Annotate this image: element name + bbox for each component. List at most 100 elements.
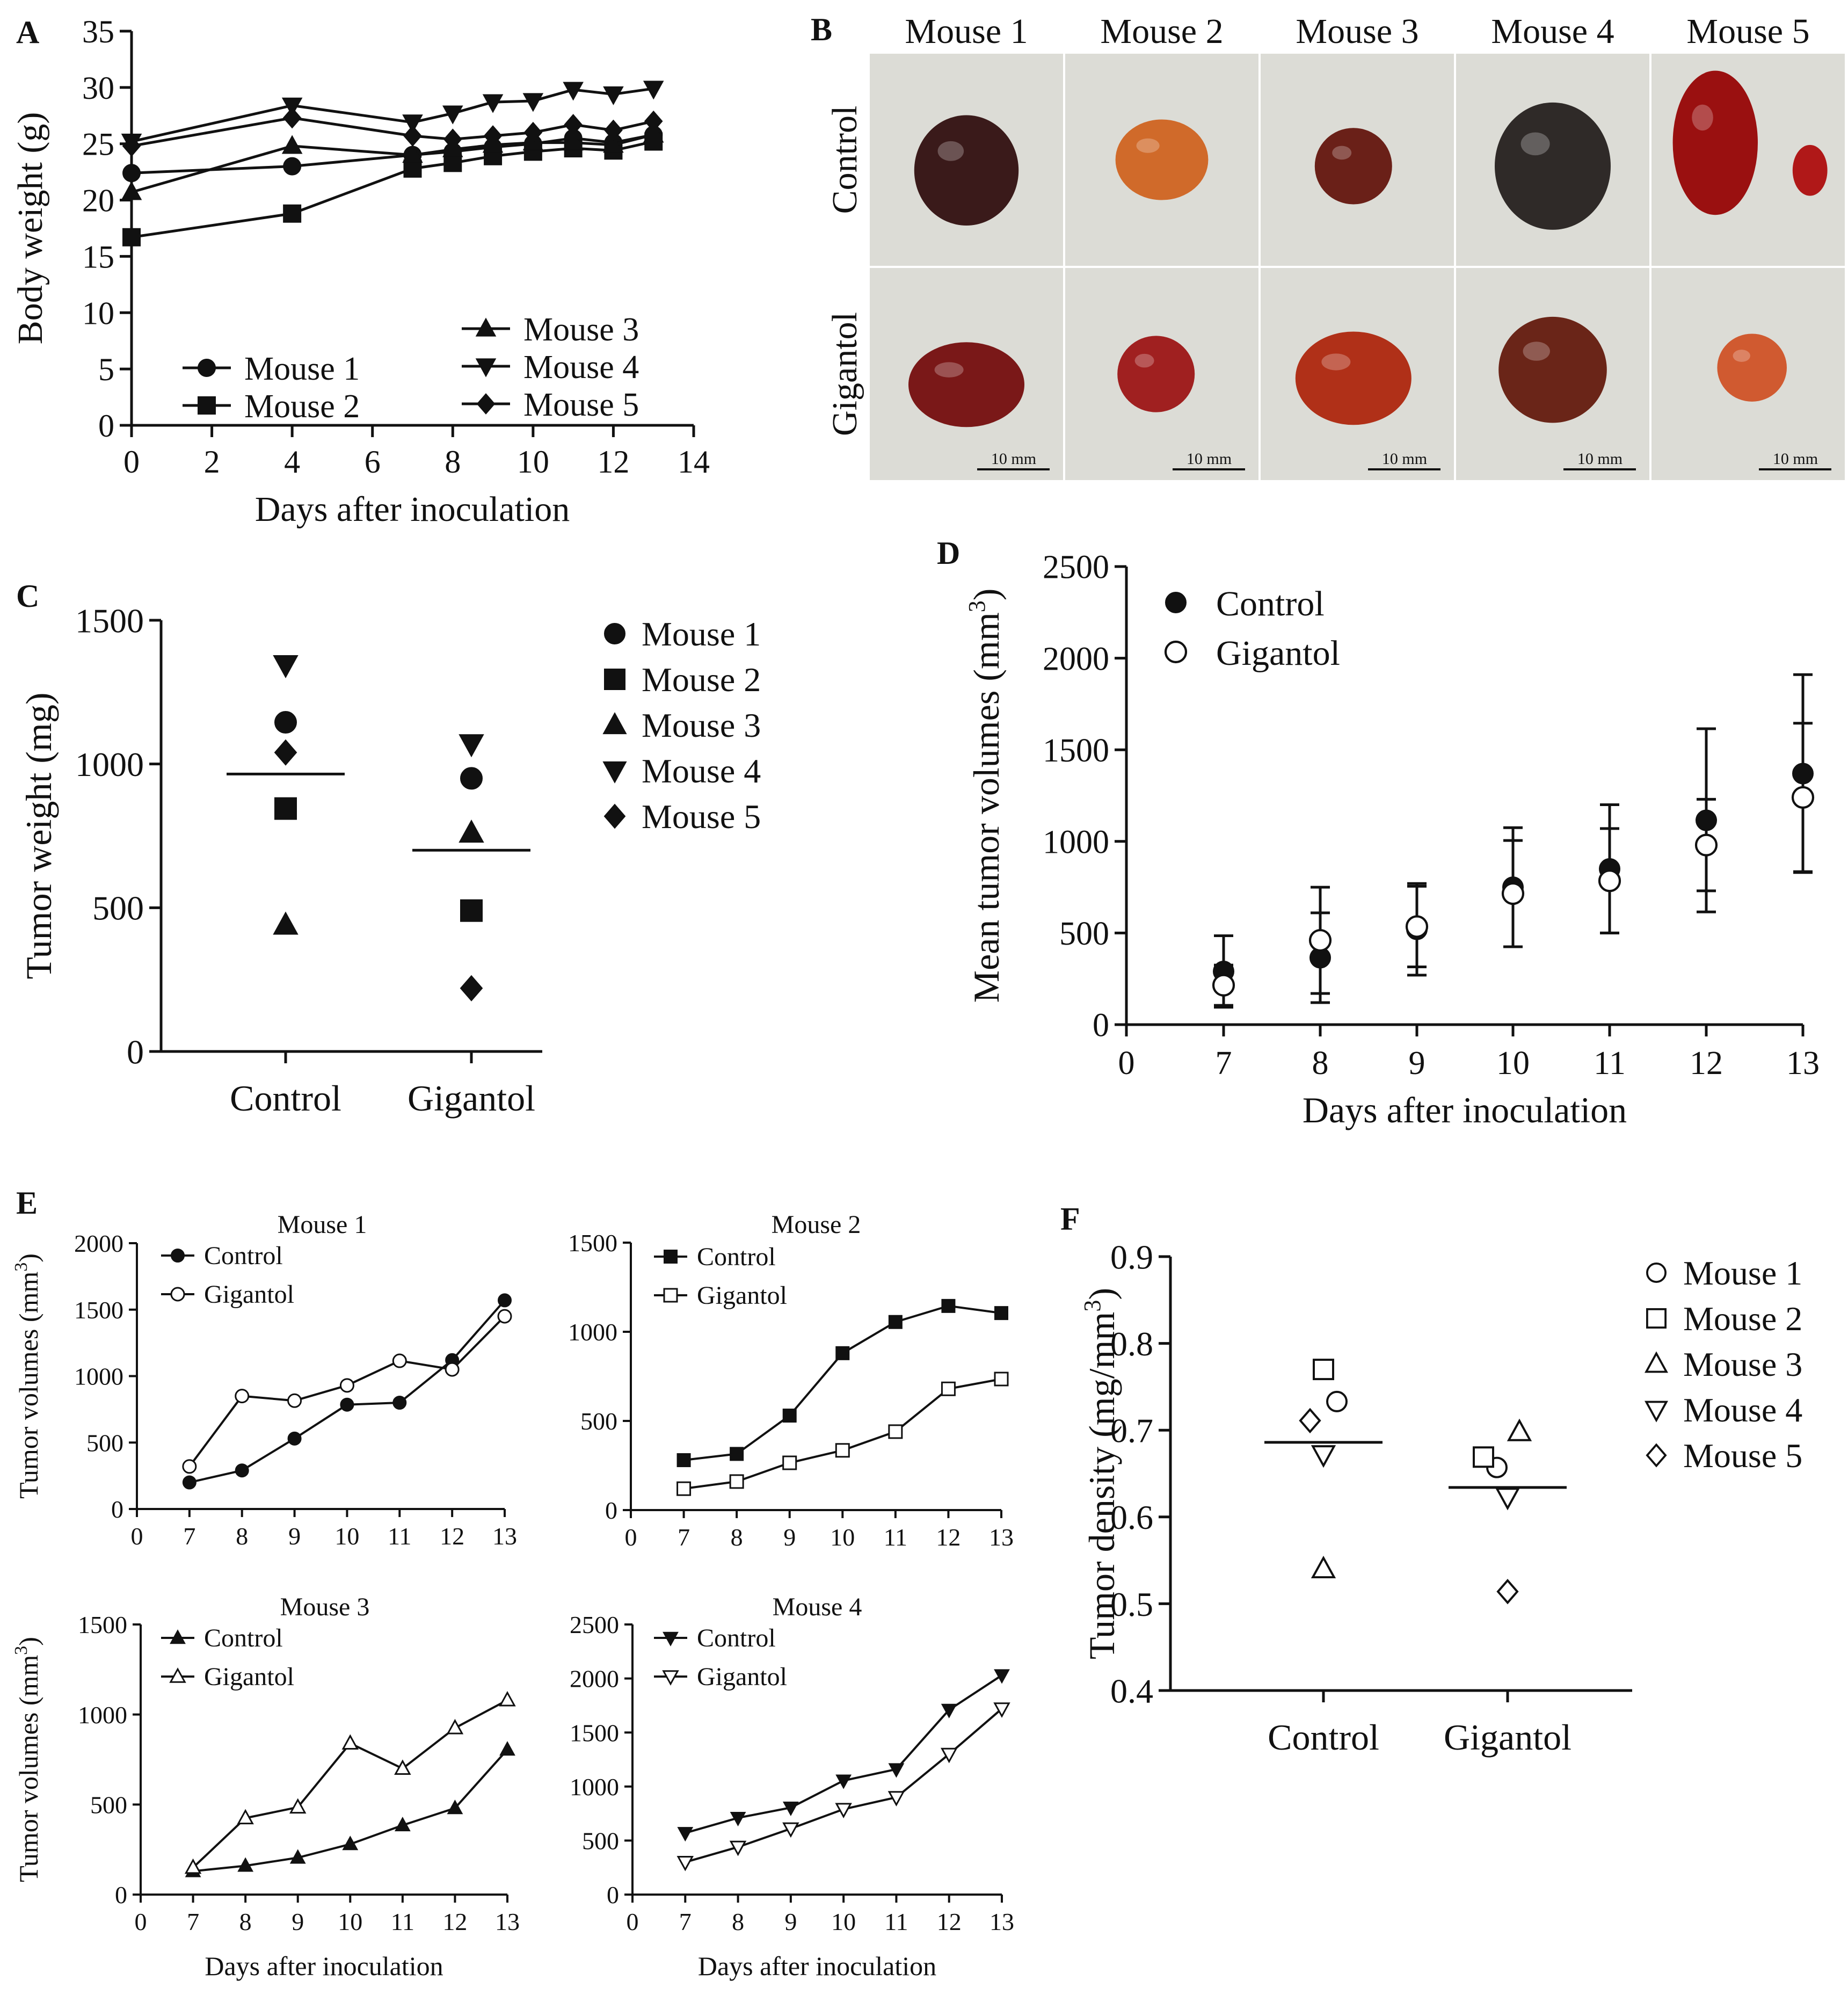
data-point-control: [941, 1298, 956, 1313]
y-tick-label: 30: [82, 70, 114, 106]
data-point-control: [394, 1817, 411, 1832]
y-axis-title: Mean tumor volumes (mm3): [964, 589, 1007, 1003]
y-axis-title: Body weight (g): [11, 112, 50, 345]
tumor-photo-shape: [1495, 102, 1611, 230]
subchart-title: Mouse 4: [773, 1593, 862, 1621]
y-axis-title-text: Tumor volumes (mm: [13, 1272, 43, 1499]
data-point-gigantol: [993, 1702, 1010, 1718]
data-point-gigantol: [394, 1759, 411, 1775]
legend-marker: [169, 1667, 186, 1683]
panel-d: D 0 500 1000 1500 2000 2500 0 7 8 9 10 11 12 13 Days af…: [937, 535, 1820, 1130]
subchart-title: Mouse 1: [278, 1210, 367, 1239]
photo-column-label: Mouse 3: [1296, 12, 1418, 51]
data-point-gigantol: [339, 1378, 354, 1393]
legend-marker: [198, 359, 216, 377]
y-tick-label: 500: [580, 1408, 617, 1435]
x-tick-label: 13: [1786, 1045, 1820, 1082]
category-label: Control: [230, 1078, 341, 1119]
data-point-control: [392, 1396, 407, 1410]
photo-column-label: Mouse 2: [1100, 12, 1223, 51]
x-tick-label: 8: [732, 1908, 744, 1935]
panel-letter-b: B: [811, 12, 832, 47]
data-point-control: [447, 1800, 463, 1815]
y-tick-label: 2000: [1043, 641, 1109, 677]
data-point-gigantol: [237, 1809, 254, 1825]
x-tick-label: 11: [884, 1524, 907, 1551]
scale-bar-label: 10 mm: [1187, 450, 1232, 468]
y-tick-label: 20: [82, 183, 114, 219]
data-point-control: [994, 1306, 1008, 1321]
x-axis-title: Days after inoculation: [255, 490, 570, 529]
x-tick-label: 0: [1118, 1045, 1135, 1082]
photo-row-label: Control: [825, 106, 864, 214]
legend-label: Mouse 5: [523, 387, 639, 423]
data-point-mouse-5: [274, 739, 297, 766]
category-label: Gigantol: [1444, 1717, 1571, 1758]
subchart-e1: 0 500 1000 1500 2000 0 7 8 9 10 11 12 13 Mouse 1 Tumor…: [11, 1210, 517, 1550]
y-tick-label: 0: [115, 1881, 127, 1909]
y-tick-label: 15: [82, 239, 114, 274]
y-tick-label: 1500: [568, 1229, 617, 1257]
tumor-photo-shape: [1717, 333, 1787, 402]
data-point-control: [888, 1763, 905, 1778]
y-tick-label: 0.9: [1110, 1238, 1153, 1276]
x-tick-label: 9: [1409, 1045, 1425, 1082]
category-label: Gigantol: [408, 1078, 535, 1119]
y-tick-label: 1000: [570, 1773, 619, 1801]
y-tick-label: 1000: [1043, 824, 1109, 861]
legend-label: Control: [1216, 584, 1325, 623]
tumor-photo-highlight: [1523, 342, 1550, 361]
y-tick-label: 2000: [570, 1665, 619, 1693]
data-point-gigantol: [782, 1455, 797, 1470]
data-point-mouse-4: [459, 734, 484, 758]
x-tick-label: 10: [517, 444, 549, 480]
legend-label: Mouse 1: [244, 351, 360, 387]
data-point-m4: [442, 105, 463, 125]
data-point-gigantol: [341, 1734, 359, 1750]
y-tick-label: 0.5: [1110, 1585, 1153, 1623]
data-point-m5: [483, 125, 503, 147]
y-axis-title-text: Tumor density (mg/mm: [1081, 1312, 1122, 1659]
legend-label: Gigantol: [204, 1663, 294, 1691]
photo-column-label: Mouse 4: [1491, 12, 1614, 51]
data-point-m3: [643, 124, 664, 143]
data-point-mouse-1: [1326, 1390, 1348, 1412]
legend-marker: [664, 1250, 678, 1264]
y-tick-label: 0.7: [1110, 1412, 1153, 1450]
data-point-gigantol: [782, 1822, 799, 1838]
legend-marker: [604, 669, 625, 690]
y-tick-label: 35: [82, 14, 114, 49]
data-point-control: [237, 1857, 254, 1872]
x-tick-label: 2: [204, 444, 220, 480]
data-point-gigantol: [994, 1372, 1009, 1387]
data-point-m5: [604, 119, 623, 141]
data-point-m3: [603, 134, 624, 153]
data-point-m4: [482, 94, 504, 113]
x-tick-label: 10: [1496, 1045, 1530, 1082]
data-point-gigantol: [1501, 882, 1525, 905]
legend-marker: [475, 317, 497, 337]
x-tick-label: 9: [292, 1908, 304, 1935]
panel-letter-f: F: [1060, 1201, 1080, 1237]
panel-letter-e: E: [16, 1185, 38, 1221]
legend-label: Mouse 3: [642, 706, 761, 744]
tumor-photo-highlight: [1136, 138, 1160, 153]
panel-a: A 0 5 10 15 20 25 30 35 0 2 4 6 8 10 12 14 Days after ino…: [11, 14, 710, 529]
y-tick-label: 2500: [1043, 549, 1109, 586]
panel-letter-c: C: [16, 578, 39, 614]
data-point-control: [342, 1836, 359, 1851]
data-point-gigantol: [940, 1747, 958, 1764]
legend-marker: [602, 761, 627, 784]
data-point-m3: [563, 132, 584, 151]
y-tick-label: 1500: [570, 1719, 619, 1746]
data-point-gigantol: [1405, 915, 1429, 938]
x-tick-label: 13: [495, 1908, 520, 1935]
y-tick-label: 5: [98, 352, 114, 387]
y-tick-label: 25: [82, 127, 114, 162]
data-point-gigantol: [446, 1718, 464, 1735]
legend-label: Control: [697, 1624, 776, 1652]
legend-marker: [475, 358, 497, 378]
y-tick-label: 1000: [78, 1701, 127, 1729]
data-point-control: [287, 1431, 302, 1446]
subchart-title: Mouse 2: [772, 1210, 861, 1239]
